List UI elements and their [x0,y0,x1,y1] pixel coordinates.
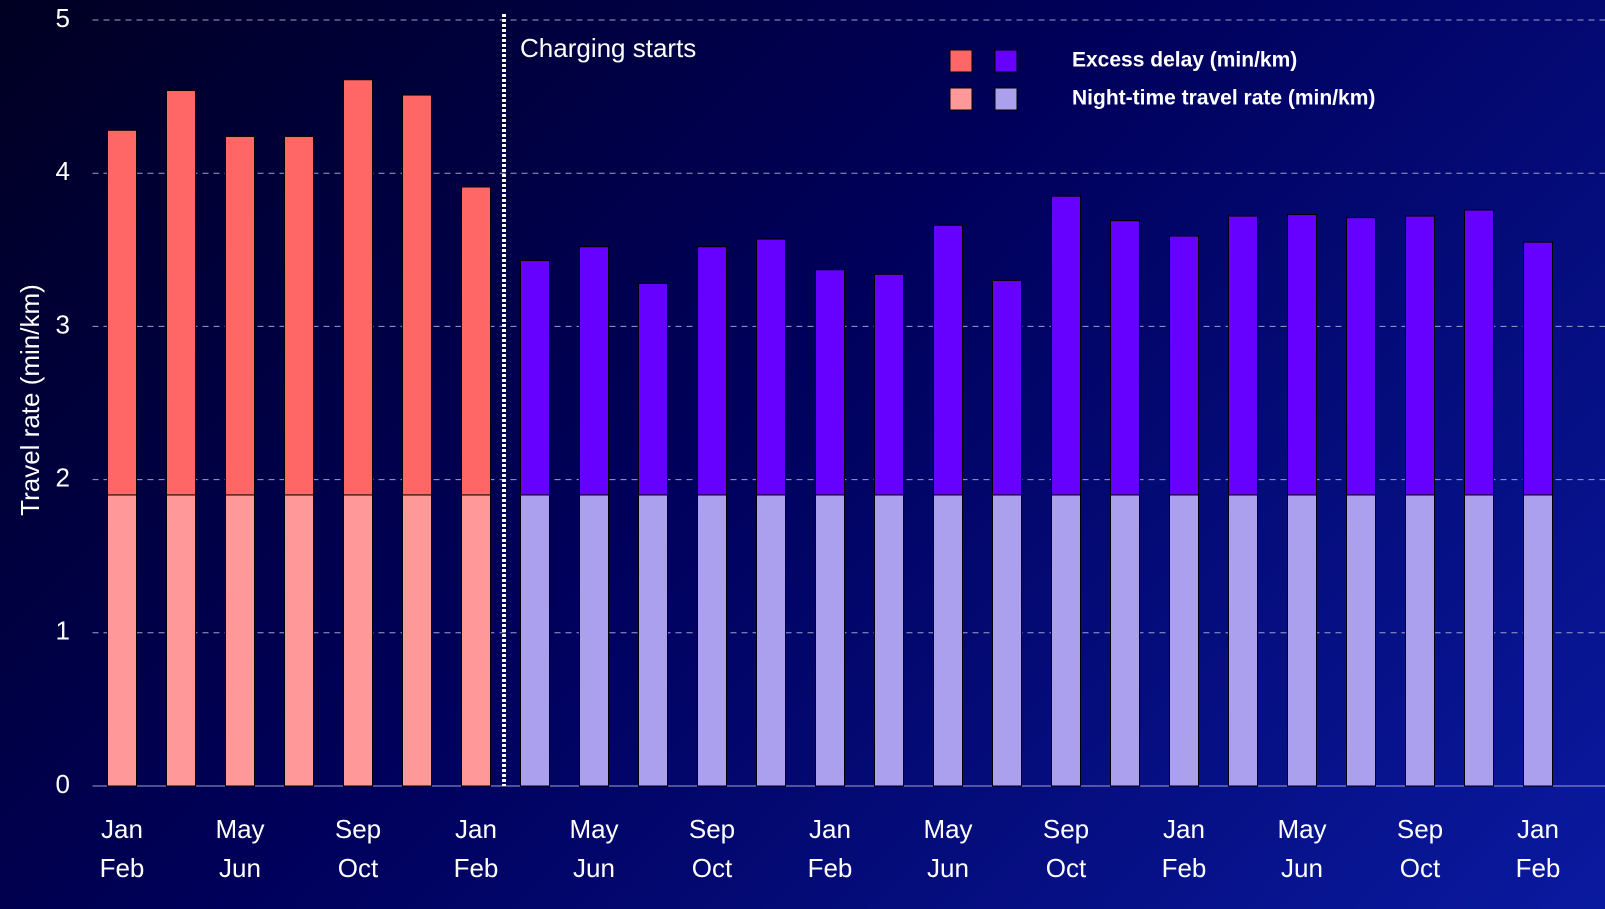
bar-segment [284,135,314,496]
bar-segment [461,186,491,496]
x-tick-label: Oct [1400,853,1441,883]
bar-segment [520,260,550,496]
bar-segment [1464,209,1494,496]
legend-swatch [994,87,1018,111]
legend-swatch [949,49,973,73]
bar-segment [166,494,196,787]
x-tick-label: Oct [692,853,733,883]
x-tick-label: Feb [1162,853,1207,883]
bar-segment [933,494,963,787]
x-tick-label: Jun [927,853,969,883]
x-tick-label: Jan [809,814,851,844]
bar-segment [874,273,904,496]
y-tick-label: 1 [56,616,70,646]
x-tick-label: Jun [219,853,261,883]
legend-swatch [949,87,973,111]
bar-segment [1464,494,1494,787]
bar-segment [343,79,373,496]
bar-segment [1287,494,1317,787]
bar-segment [1228,215,1258,496]
y-tick-label: 3 [56,309,70,339]
bar-segment [638,283,668,496]
bar-segment [520,494,550,787]
legend-label: Excess delay (min/km) [1072,49,1297,72]
bar-segment [1051,195,1081,496]
x-tick-label: Sep [1397,814,1443,844]
bar-segment [1110,220,1140,496]
legend-swatch [994,49,1018,73]
x-tick-label: Feb [808,853,853,883]
bar-segment [933,224,963,496]
bar-segment [697,246,727,496]
bar-segment [1110,494,1140,787]
x-tick-label: Oct [338,853,379,883]
bar-segment [107,129,137,496]
bar-segment [107,494,137,787]
x-tick-label: Jun [573,853,615,883]
bar-segment [815,269,845,496]
x-tick-label: Feb [454,853,499,883]
legend-label: Night-time travel rate (min/km) [1072,87,1375,110]
x-tick-label: May [569,814,618,844]
x-tick-label: Jan [101,814,143,844]
bar-segment [1346,217,1376,496]
x-tick-label: Jan [1517,814,1559,844]
bar-segment [1523,241,1553,496]
y-tick-label: 2 [56,462,70,492]
annotation-text: Charging starts [520,33,696,63]
bar-segment [402,94,432,496]
x-tick-label: Feb [100,853,145,883]
x-tick-label: Sep [1043,814,1089,844]
x-tick-label: May [1277,814,1326,844]
bar-segment [1228,494,1258,787]
x-tick-label: Jan [1163,814,1205,844]
bar-segment [1405,215,1435,496]
bar-segment [1405,494,1435,787]
x-tick-label: May [923,814,972,844]
y-tick-label: 0 [56,769,70,799]
bar-segment [1051,494,1081,787]
bar-segment [284,494,314,787]
x-tick-label: Oct [1046,853,1087,883]
bar-segment [225,494,255,787]
x-tick-label: Feb [1516,853,1561,883]
bar-segment [992,494,1022,787]
bar-segment [1346,494,1376,787]
bar-segment [992,279,1022,496]
bar-segment [461,494,491,787]
x-tick-label: Jan [455,814,497,844]
bar-segment [166,89,196,496]
y-tick-label: 5 [56,3,70,33]
bar-segment [756,494,786,787]
bar-segment [1169,235,1199,496]
x-tick-label: Jun [1281,853,1323,883]
bar-segment [579,246,609,496]
bar-segment [579,494,609,787]
x-tick-label: Sep [689,814,735,844]
bar-segment [1287,214,1317,496]
bar-segment [756,238,786,496]
x-tick-label: Sep [335,814,381,844]
bar-segment [1523,494,1553,787]
y-axis-label: Travel rate (min/km) [15,284,45,516]
bar-segment [697,494,727,787]
bar-segment [815,494,845,787]
bar-segment [638,494,668,787]
bar-segment [874,494,904,787]
x-tick-label: May [215,814,264,844]
y-tick-label: 4 [56,156,70,186]
bar-segment [402,494,432,787]
bar-segment [343,494,373,787]
bar-segment [225,135,255,496]
bar-segment [1169,494,1199,787]
